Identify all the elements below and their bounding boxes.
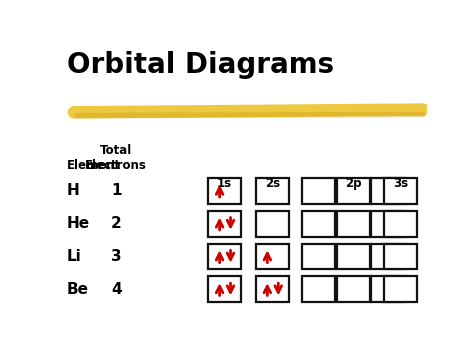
FancyBboxPatch shape — [301, 211, 335, 237]
FancyBboxPatch shape — [256, 244, 289, 269]
FancyBboxPatch shape — [208, 276, 241, 302]
Text: Element: Element — [66, 159, 121, 172]
FancyBboxPatch shape — [384, 178, 418, 204]
FancyBboxPatch shape — [208, 211, 241, 237]
Text: 2p: 2p — [345, 176, 361, 190]
Text: Be: Be — [66, 282, 89, 297]
Text: 1: 1 — [111, 184, 121, 198]
FancyBboxPatch shape — [337, 276, 370, 302]
FancyBboxPatch shape — [208, 244, 241, 269]
FancyBboxPatch shape — [372, 276, 405, 302]
Text: Orbital Diagrams: Orbital Diagrams — [66, 51, 334, 79]
Text: 4: 4 — [111, 282, 121, 297]
FancyBboxPatch shape — [337, 211, 370, 237]
FancyBboxPatch shape — [301, 178, 335, 204]
FancyBboxPatch shape — [384, 276, 418, 302]
Text: 3: 3 — [111, 249, 121, 264]
Text: 2: 2 — [111, 216, 121, 231]
Text: 3s: 3s — [393, 176, 409, 190]
FancyBboxPatch shape — [384, 211, 418, 237]
Text: Li: Li — [66, 249, 82, 264]
FancyBboxPatch shape — [256, 178, 289, 204]
Text: 2s: 2s — [265, 176, 280, 190]
FancyBboxPatch shape — [256, 211, 289, 237]
FancyBboxPatch shape — [372, 211, 405, 237]
FancyBboxPatch shape — [208, 178, 241, 204]
FancyBboxPatch shape — [384, 244, 418, 269]
FancyBboxPatch shape — [301, 276, 335, 302]
FancyBboxPatch shape — [337, 244, 370, 269]
Text: H: H — [66, 184, 79, 198]
FancyBboxPatch shape — [337, 178, 370, 204]
FancyBboxPatch shape — [256, 276, 289, 302]
FancyBboxPatch shape — [372, 244, 405, 269]
Text: Electrons: Electrons — [85, 159, 147, 172]
Text: He: He — [66, 216, 90, 231]
Text: 1s: 1s — [217, 176, 232, 190]
FancyBboxPatch shape — [301, 244, 335, 269]
FancyBboxPatch shape — [372, 178, 405, 204]
Text: Total: Total — [100, 144, 132, 157]
